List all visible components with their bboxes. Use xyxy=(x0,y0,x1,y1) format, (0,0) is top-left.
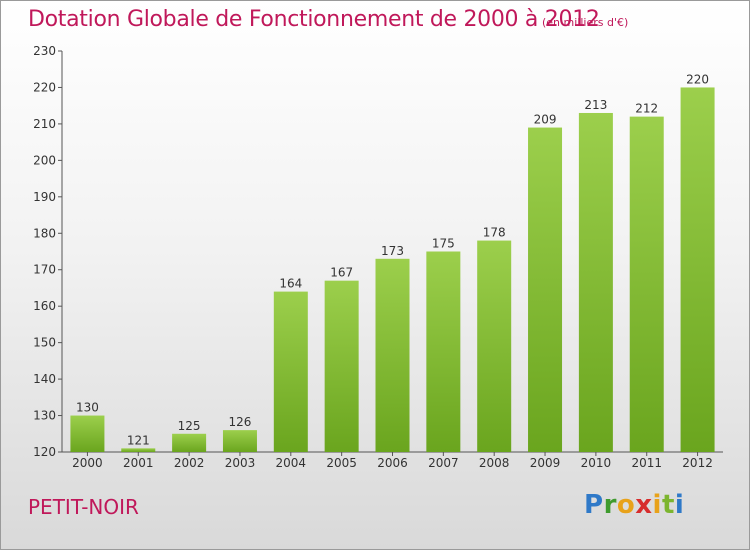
bar-value-label: 220 xyxy=(686,72,709,86)
bar-value-label: 178 xyxy=(483,226,506,240)
bar-value-label: 209 xyxy=(534,113,557,127)
y-tick-label: 130 xyxy=(33,409,56,423)
y-tick-label: 120 xyxy=(33,445,56,459)
bar-2000 xyxy=(70,415,105,452)
bar-value-label: 126 xyxy=(229,415,252,429)
chart-unit: (en milliers d'€) xyxy=(542,16,629,29)
bar-2003 xyxy=(222,430,257,452)
bar-2011 xyxy=(629,116,664,453)
bar-value-label: 125 xyxy=(178,419,201,433)
x-tick-label: 2006 xyxy=(377,456,408,470)
y-tick-label: 210 xyxy=(33,117,56,131)
commune-name: PETIT-NOIR xyxy=(28,495,139,519)
y-tick-label: 180 xyxy=(33,226,56,240)
x-tick-label: 2008 xyxy=(479,456,510,470)
bar-2010 xyxy=(578,112,613,453)
bar-value-label: 167 xyxy=(330,266,353,280)
y-tick-label: 230 xyxy=(33,44,56,58)
x-tick-label: 2005 xyxy=(326,456,357,470)
x-tick-label: 2004 xyxy=(276,456,307,470)
bar-2012 xyxy=(680,87,715,453)
x-tick-label: 2012 xyxy=(682,456,713,470)
bar-value-label: 164 xyxy=(279,277,302,291)
bar-value-label: 130 xyxy=(76,401,99,415)
bar-2002 xyxy=(172,433,207,452)
x-tick-label: 2000 xyxy=(72,456,103,470)
chart-title: Dotation Globale de Fonctionnement de 20… xyxy=(28,7,600,32)
bar-value-label: 175 xyxy=(432,237,455,251)
bar-2004 xyxy=(273,291,308,452)
y-tick-label: 190 xyxy=(33,190,56,204)
x-tick-label: 2001 xyxy=(123,456,154,470)
y-tick-label: 200 xyxy=(33,153,56,167)
y-tick-label: 220 xyxy=(33,80,56,94)
bar-value-label: 173 xyxy=(381,244,404,258)
bar-value-label: 213 xyxy=(584,98,607,112)
x-tick-label: 2003 xyxy=(225,456,256,470)
bar-2006 xyxy=(375,258,410,452)
x-tick-label: 2002 xyxy=(174,456,205,470)
bar-2001 xyxy=(121,448,156,452)
proxiti-logo: Proxiti xyxy=(584,490,685,520)
y-tick-label: 140 xyxy=(33,372,56,386)
bar-2009 xyxy=(528,127,563,453)
bar-2005 xyxy=(324,280,359,452)
x-tick-label: 2007 xyxy=(428,456,459,470)
bar-value-label: 212 xyxy=(635,102,658,116)
y-tick-label: 160 xyxy=(33,299,56,313)
bar-2007 xyxy=(426,251,461,452)
bar-value-label: 121 xyxy=(127,433,150,447)
y-tick-label: 150 xyxy=(33,336,56,350)
bar-2008 xyxy=(477,240,512,452)
x-tick-label: 2009 xyxy=(530,456,561,470)
y-tick-label: 170 xyxy=(33,263,56,277)
x-tick-label: 2010 xyxy=(581,456,612,470)
x-tick-label: 2011 xyxy=(631,456,662,470)
